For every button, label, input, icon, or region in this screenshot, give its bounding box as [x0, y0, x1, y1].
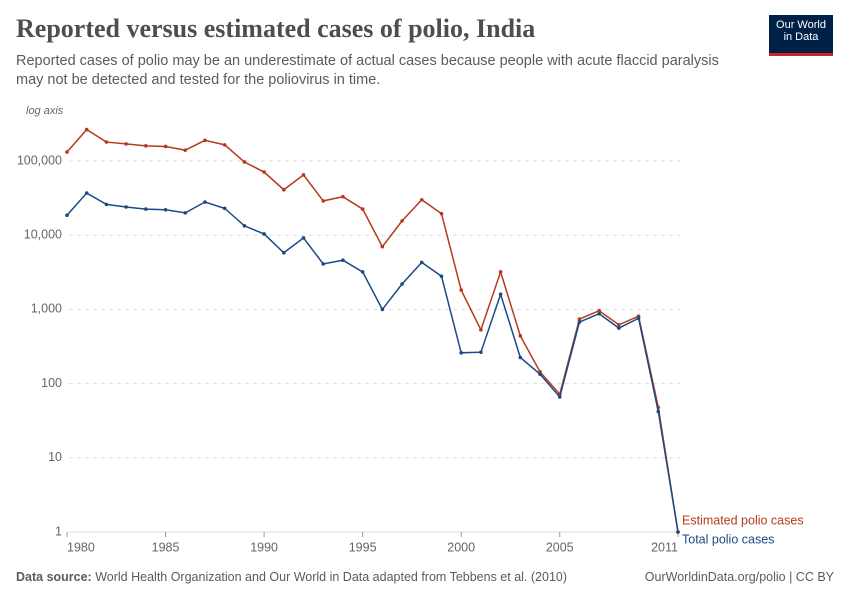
chart-title: Reported versus estimated cases of polio… — [16, 14, 536, 43]
data-point — [400, 219, 404, 223]
data-point — [282, 187, 286, 192]
y-tick-label: 1,000 — [31, 302, 62, 316]
data-point — [400, 282, 404, 286]
data-point — [84, 191, 89, 195]
y-tick-label: 100,000 — [17, 153, 62, 167]
logo[interactable]: Our World in Data — [769, 15, 833, 56]
data-point — [203, 200, 207, 204]
data-point — [597, 311, 601, 316]
legend-label: Total polio cases — [682, 532, 774, 546]
data-point — [459, 351, 463, 355]
data-point — [518, 355, 523, 360]
x-tick-label: 1995 — [349, 540, 377, 554]
data-point — [203, 138, 207, 143]
data-point — [498, 292, 503, 297]
x-tick-label: 2000 — [447, 540, 475, 554]
data-point — [65, 150, 69, 154]
data-point — [538, 372, 542, 376]
data-point — [321, 262, 326, 266]
data-point — [104, 202, 109, 207]
data-point — [301, 173, 306, 177]
data-point — [222, 206, 227, 211]
data-point — [183, 211, 188, 215]
y-tick-label: 100 — [41, 376, 62, 390]
data-point — [676, 530, 680, 534]
x-tick-label: 1980 — [67, 540, 95, 554]
source-label: Data source: — [16, 570, 92, 584]
series-line — [66, 128, 679, 533]
data-point — [262, 232, 266, 236]
data-point — [341, 258, 345, 263]
series-line — [66, 192, 679, 533]
legend-label: Estimated polio cases — [682, 513, 804, 527]
data-point — [360, 207, 365, 211]
data-point — [617, 326, 621, 330]
data-point — [144, 207, 148, 211]
data-point — [498, 270, 503, 274]
data-point — [242, 160, 247, 164]
footer: Data source: World Health Organization a… — [16, 570, 834, 584]
data-point — [163, 144, 168, 149]
data-point — [242, 223, 247, 228]
data-point — [518, 334, 523, 338]
data-point — [380, 307, 385, 312]
data-point — [360, 270, 365, 274]
data-point — [183, 148, 188, 152]
y-tick-label: 1 — [55, 524, 62, 538]
data-point — [597, 308, 601, 313]
data-point — [65, 213, 69, 218]
data-point — [479, 350, 483, 354]
data-point — [656, 409, 661, 414]
data-point — [321, 199, 326, 203]
data-point — [636, 316, 641, 321]
data-point — [222, 143, 227, 147]
data-point — [104, 140, 109, 144]
x-tick-label: 2011 — [651, 540, 678, 554]
url-license[interactable]: OurWorldinData.org/polio | CC BY — [644, 570, 834, 584]
x-tick-label: 1985 — [152, 540, 180, 554]
source: World Health Organization and Our World … — [95, 570, 568, 584]
data-point — [124, 142, 128, 146]
data-point — [419, 197, 424, 202]
x-tick-label: 1990 — [250, 540, 278, 554]
data-point — [124, 205, 128, 209]
data-point — [439, 274, 444, 279]
data-point — [262, 170, 266, 174]
data-point — [479, 328, 483, 332]
x-tick-label: 2005 — [546, 540, 574, 554]
data-point — [439, 211, 444, 216]
chart-subtitle: Reported cases of polio may be an undere… — [16, 53, 719, 88]
y-tick-label: 10 — [48, 450, 62, 464]
data-point — [144, 144, 148, 148]
data-point — [84, 127, 89, 132]
y-tick-label: 10,000 — [24, 227, 62, 241]
data-point — [557, 395, 562, 399]
data-point — [577, 320, 582, 324]
data-point — [282, 250, 286, 255]
axis-note: log axis — [26, 105, 64, 117]
data-point — [617, 323, 621, 327]
logo-line: in Data — [783, 31, 819, 43]
data-point — [459, 288, 463, 292]
data-point — [577, 317, 582, 321]
data-point — [419, 260, 424, 265]
logo-line: Our World — [776, 19, 826, 31]
data-point — [301, 236, 306, 240]
data-point — [341, 194, 345, 199]
data-point — [163, 207, 168, 212]
data-point — [380, 244, 385, 249]
